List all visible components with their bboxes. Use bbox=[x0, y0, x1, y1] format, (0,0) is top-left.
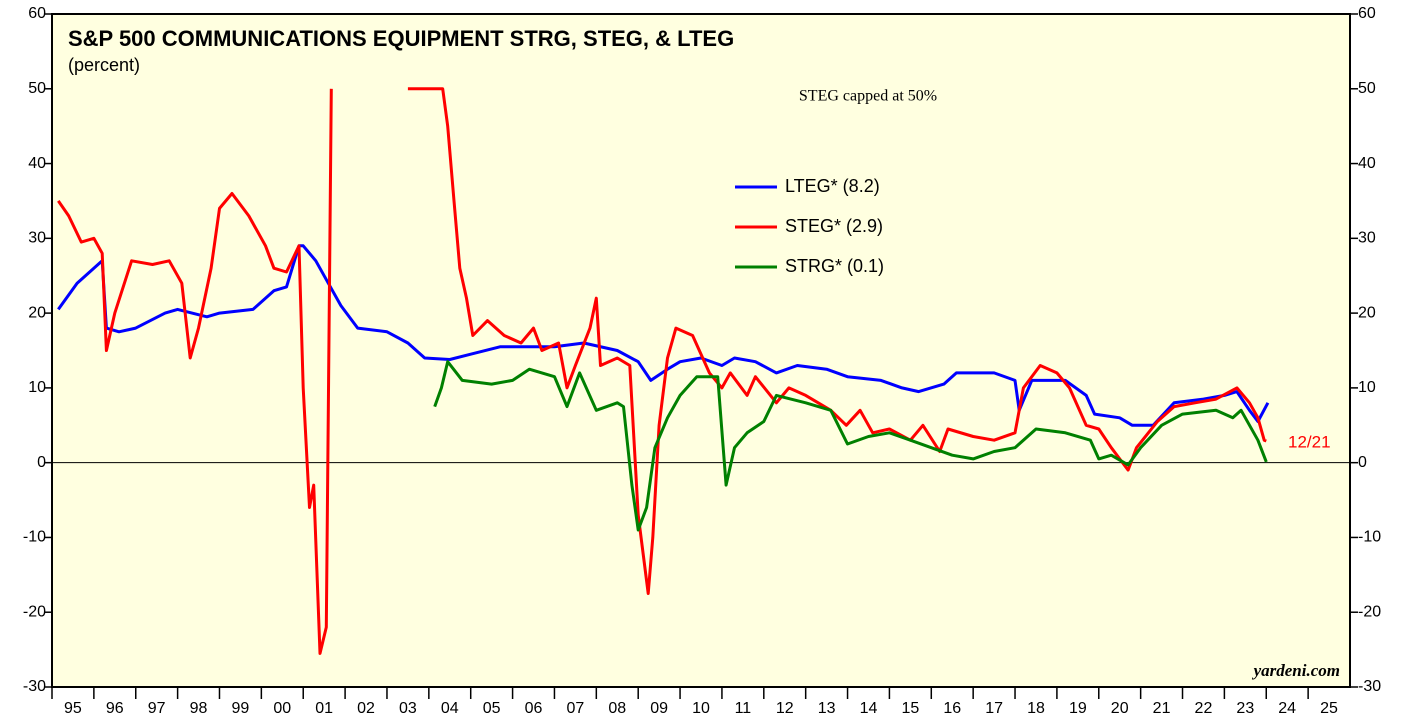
y-tick-label: -10 bbox=[23, 529, 46, 546]
y-tick-label: 20 bbox=[28, 304, 46, 321]
y2-tick-label: -30 bbox=[1358, 678, 1381, 695]
series-line bbox=[57, 87, 1267, 655]
y2-tick-label: 10 bbox=[1358, 379, 1376, 396]
x-tick-label: 22 bbox=[1195, 700, 1213, 717]
x-tick-label: 95 bbox=[64, 700, 82, 717]
x-tick-label: 16 bbox=[943, 700, 961, 717]
chart-title: S&P 500 COMMUNICATIONS EQUIPMENT STRG, S… bbox=[68, 26, 734, 51]
x-tick-label: 25 bbox=[1320, 700, 1338, 717]
y2-tick-label: 30 bbox=[1358, 230, 1376, 247]
annotation: 12/21 bbox=[1288, 432, 1331, 451]
x-tick-label: 01 bbox=[315, 700, 333, 717]
y-tick-label: -20 bbox=[23, 603, 46, 620]
x-tick-label: 08 bbox=[608, 700, 626, 717]
x-tick-label: 15 bbox=[901, 700, 919, 717]
y2-tick-label: 40 bbox=[1358, 155, 1376, 172]
y-tick-label: 10 bbox=[28, 379, 46, 396]
x-tick-label: 09 bbox=[650, 700, 668, 717]
y-tick-label: 50 bbox=[28, 80, 46, 97]
x-tick-label: 07 bbox=[566, 700, 584, 717]
chart-subtitle: (percent) bbox=[68, 55, 140, 75]
x-tick-label: 10 bbox=[692, 700, 710, 717]
y2-tick-label: 60 bbox=[1358, 5, 1376, 22]
annotation: yardeni.com bbox=[1252, 661, 1340, 680]
x-tick-label: 00 bbox=[273, 700, 291, 717]
y2-tick-label: 0 bbox=[1358, 454, 1367, 471]
x-tick-label: 12 bbox=[776, 700, 794, 717]
legend-label: STRG* (0.1) bbox=[785, 256, 884, 276]
x-tick-label: 98 bbox=[190, 700, 208, 717]
x-tick-label: 24 bbox=[1278, 700, 1296, 717]
x-tick-label: 05 bbox=[483, 700, 501, 717]
plot-area bbox=[51, 13, 1351, 688]
x-tick-label: 23 bbox=[1236, 700, 1254, 717]
x-tick-label: 14 bbox=[860, 700, 878, 717]
x-tick-label: 04 bbox=[441, 700, 459, 717]
x-tick-label: 97 bbox=[148, 700, 166, 717]
x-tick-label: 19 bbox=[1069, 700, 1087, 717]
x-tick-label: 96 bbox=[106, 700, 124, 717]
x-tick-label: 11 bbox=[735, 700, 752, 717]
x-tick-label: 03 bbox=[399, 700, 417, 717]
y2-tick-label: -10 bbox=[1358, 529, 1381, 546]
y-tick-label: 30 bbox=[28, 230, 46, 247]
legend-label: LTEG* (8.2) bbox=[785, 176, 880, 196]
x-tick-label: 20 bbox=[1111, 700, 1129, 717]
x-tick-label: 02 bbox=[357, 700, 375, 717]
y-tick-label: 40 bbox=[28, 155, 46, 172]
y2-tick-label: -20 bbox=[1358, 603, 1381, 620]
y-tick-label: 0 bbox=[37, 454, 46, 471]
y2-tick-label: 50 bbox=[1358, 80, 1376, 97]
y2-tick-label: 20 bbox=[1358, 304, 1376, 321]
series-line bbox=[433, 360, 1268, 532]
x-tick-label: 21 bbox=[1153, 700, 1171, 717]
x-tick-label: 99 bbox=[232, 700, 250, 717]
legend-label: STEG* (2.9) bbox=[785, 216, 883, 236]
annotation: STEG capped at 50% bbox=[799, 88, 937, 105]
x-tick-label: 18 bbox=[1027, 700, 1045, 717]
y-tick-label: -30 bbox=[23, 678, 46, 695]
x-tick-label: 06 bbox=[525, 700, 543, 717]
x-tick-label: 13 bbox=[818, 700, 836, 717]
x-tick-label: 17 bbox=[985, 700, 1003, 717]
y-tick-label: 60 bbox=[28, 5, 46, 22]
